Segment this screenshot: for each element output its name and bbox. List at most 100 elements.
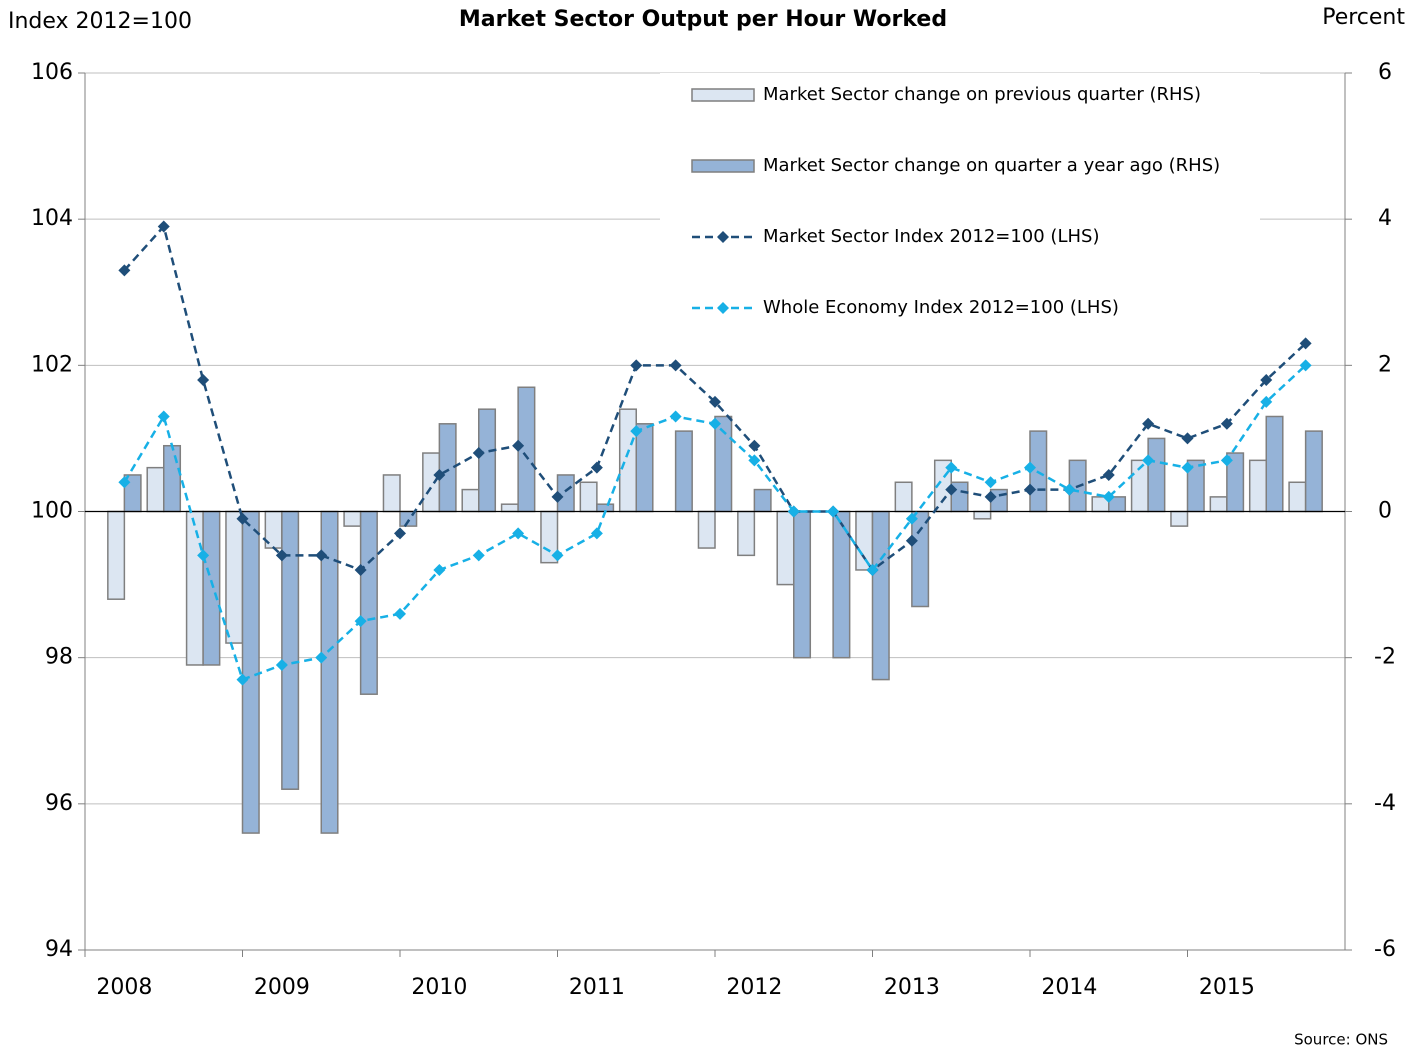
legend-background [660, 73, 1260, 343]
bar [1288, 481, 1307, 513]
bar [973, 510, 992, 520]
y2-tick-label: -2 [1374, 645, 1396, 670]
bar [202, 510, 221, 666]
marker [1260, 373, 1273, 386]
marker [275, 549, 288, 562]
marker [630, 359, 643, 372]
marker [236, 673, 249, 686]
marker [984, 476, 997, 489]
x-tick-label: 2010 [411, 975, 467, 1000]
bar [225, 510, 244, 644]
bar [579, 481, 598, 513]
marker [709, 417, 721, 430]
marker [315, 651, 328, 664]
legend-marker [717, 302, 729, 314]
marker [1142, 454, 1155, 467]
y2-tick-label: -4 [1374, 791, 1396, 816]
marker [630, 425, 643, 438]
x-tick-label: 2009 [254, 975, 310, 1000]
y2-tick-label: -6 [1374, 937, 1396, 962]
y2-axis-title: Percent [1322, 5, 1405, 30]
marker [512, 439, 525, 452]
marker [354, 615, 367, 628]
marker [590, 527, 603, 540]
bar [241, 510, 260, 834]
marker [197, 549, 210, 562]
marker [433, 468, 446, 481]
source-note: Source: ONS [1294, 1031, 1388, 1049]
y-tick-label: 100 [31, 499, 73, 524]
bar [382, 474, 401, 513]
bar [1170, 510, 1189, 527]
y-tick-label: 96 [45, 791, 73, 816]
bar [461, 488, 480, 513]
bar [517, 386, 536, 513]
y2-tick-label: 2 [1378, 352, 1392, 377]
bar [359, 510, 378, 695]
bar [556, 474, 575, 513]
marker [1181, 432, 1194, 445]
marker [551, 549, 564, 562]
x-tick-label: 2014 [1041, 975, 1097, 1000]
bar [1304, 430, 1323, 513]
bar [776, 510, 795, 586]
bar [894, 481, 913, 513]
bar [438, 423, 457, 513]
y-tick-label: 94 [45, 937, 73, 962]
bar [478, 408, 497, 513]
marker [1299, 337, 1312, 350]
legend-marker [717, 231, 729, 243]
bar [871, 510, 890, 681]
marker [905, 512, 918, 525]
marker [315, 549, 328, 562]
marker [1181, 461, 1194, 474]
y-axis-title: Index 2012=100 [8, 9, 192, 34]
bar [697, 510, 716, 549]
marker [1260, 395, 1273, 408]
legend-swatch [691, 159, 755, 173]
marker [512, 527, 525, 540]
y2-tick-label: 4 [1378, 206, 1392, 231]
bar [753, 488, 772, 513]
bar [185, 510, 204, 666]
x-tick-label: 2012 [726, 975, 782, 1000]
marker [590, 461, 603, 474]
y2-tick-label: 0 [1378, 499, 1392, 524]
marker [748, 454, 761, 467]
marker [157, 410, 170, 423]
marker [1024, 483, 1036, 496]
legend-swatch [691, 88, 755, 102]
marker [236, 512, 249, 525]
marker [787, 505, 800, 518]
bar [1248, 459, 1268, 513]
bar [855, 510, 874, 571]
bar [500, 503, 519, 513]
y-tick-label: 104 [31, 206, 73, 231]
marker [1299, 359, 1312, 372]
marker [1102, 490, 1115, 503]
marker [945, 483, 958, 496]
marker [157, 220, 170, 233]
marker [433, 563, 446, 576]
y-tick-label: 106 [31, 60, 73, 85]
y-tick-label: 98 [45, 645, 73, 670]
marker [1220, 454, 1233, 467]
marker [748, 439, 761, 452]
legend-label: Market Sector Index 2012=100 (LHS) [763, 226, 1099, 247]
marker [118, 264, 131, 277]
marker [1142, 417, 1155, 430]
bar [146, 466, 165, 513]
x-tick-label: 2015 [1199, 975, 1255, 1000]
marker [1024, 461, 1036, 474]
y-tick-label: 102 [31, 352, 73, 377]
marker [1220, 417, 1233, 430]
marker [669, 359, 682, 372]
marker [1102, 468, 1115, 481]
bar [737, 510, 756, 557]
marker [669, 410, 682, 423]
bar [793, 510, 812, 659]
marker [275, 658, 288, 671]
marker [118, 476, 131, 489]
bar [674, 430, 693, 513]
